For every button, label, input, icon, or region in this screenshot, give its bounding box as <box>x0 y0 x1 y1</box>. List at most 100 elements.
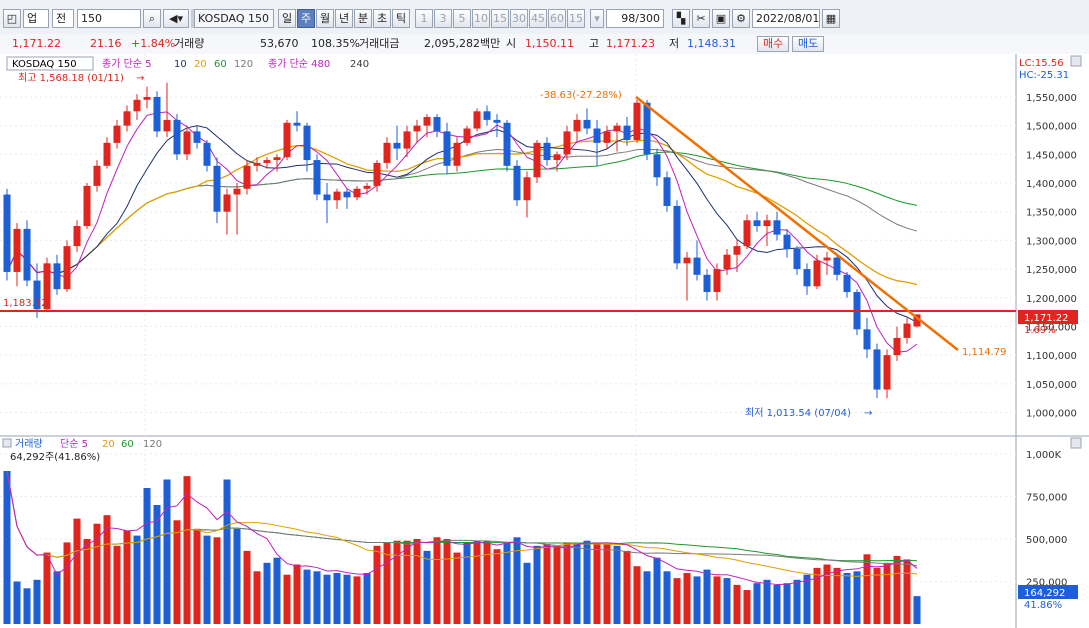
calendar-icon[interactable]: ▦ <box>822 9 840 28</box>
interval-button-2[interactable]: 5 <box>453 9 471 28</box>
candle-body <box>553 154 561 161</box>
tab-1[interactable]: 주 <box>297 9 315 28</box>
tab-0[interactable]: 일 <box>278 9 296 28</box>
volume-bar <box>863 554 871 624</box>
trend-line[interactable] <box>635 96 959 351</box>
candle-body <box>143 96 151 100</box>
sell-button[interactable]: 매도 <box>792 36 825 52</box>
market-select[interactable]: 업 <box>23 9 49 28</box>
price-axis-label: 1,550,000 <box>1026 93 1077 104</box>
volume-axis-label: 250,000 <box>1026 578 1067 589</box>
interval-button-7[interactable]: 60 <box>548 9 566 28</box>
cut-icon[interactable]: ✂ <box>692 9 710 28</box>
save-icon[interactable]: ▣ <box>712 9 730 28</box>
interval-button-6[interactable]: 45 <box>529 9 547 28</box>
candle-body <box>63 246 71 290</box>
volume-bar <box>233 528 241 624</box>
candle-body <box>433 117 441 132</box>
current-price: 1,171.22 <box>12 37 61 50</box>
data-count[interactable]: 98/300 <box>606 9 664 28</box>
candle-body <box>733 246 741 255</box>
candle-body <box>713 269 721 293</box>
volume-bar <box>473 540 481 624</box>
high-arrow-icon: → <box>136 73 144 84</box>
volume-bar <box>353 576 361 624</box>
date-input[interactable]: 2022/08/01 <box>752 9 820 28</box>
volume-bar <box>543 544 551 624</box>
candle-body <box>493 119 501 123</box>
volume-bar <box>73 518 81 624</box>
chart-area[interactable]: 1,550,000 1,500,000 1,450,000 1,400,000 1,35… <box>0 54 1089 628</box>
tab-6[interactable]: 틱 <box>392 9 410 28</box>
chart-tools-icon[interactable]: ▚ <box>672 9 690 28</box>
candle-body <box>463 128 471 143</box>
hc-readout: HC:-25.31 <box>1019 70 1069 81</box>
candle-body <box>93 165 101 186</box>
interval-button-5[interactable]: 30 <box>510 9 528 28</box>
volume-bar <box>93 523 101 624</box>
volume-bar <box>383 542 391 624</box>
candle-body <box>583 119 591 129</box>
volume-bar <box>363 573 371 624</box>
volume-bar <box>713 576 721 624</box>
buy-button[interactable]: 매수 <box>757 36 790 52</box>
tab-3[interactable]: 년 <box>335 9 353 28</box>
maximize-price-icon[interactable] <box>1070 55 1082 67</box>
candle-body <box>333 191 341 201</box>
volume-bar <box>623 550 631 624</box>
chart-toggle-icon[interactable]: ◰ <box>3 9 21 28</box>
volume-bar <box>3 471 11 624</box>
candle-body <box>3 194 11 272</box>
maximize-volume-icon[interactable] <box>1070 437 1082 449</box>
candle-body <box>503 122 511 166</box>
pct-tag: 1.69% <box>1024 325 1056 336</box>
candle-body <box>703 274 711 293</box>
candle-body <box>683 257 691 264</box>
open-value: 1,150.11 <box>525 37 574 50</box>
low-label: 저 <box>669 37 680 50</box>
volume-bar <box>333 573 341 624</box>
volume-bar <box>33 579 41 624</box>
tab-5[interactable]: 초 <box>373 9 391 28</box>
high-value: 1,171.23 <box>606 37 655 50</box>
volume-bar <box>253 571 261 624</box>
candle-body <box>533 142 541 178</box>
lc-readout: LC:15.56 <box>1019 58 1064 69</box>
candle-body <box>633 102 641 140</box>
candle-body <box>443 131 451 166</box>
candle-body <box>413 125 421 132</box>
count-dropdown[interactable]: ▾ <box>590 9 604 28</box>
interval-button-3[interactable]: 10 <box>472 9 490 28</box>
ma10-line <box>6 125 918 323</box>
candle-body <box>73 226 81 247</box>
low-arrow-icon: → <box>864 408 872 419</box>
interval-button-0[interactable]: 1 <box>415 9 433 28</box>
interval-button-4[interactable]: 15 <box>491 9 509 28</box>
interval-button-8[interactable]: 15 <box>567 9 585 28</box>
volume-bar <box>783 583 791 624</box>
tab-2[interactable]: 월 <box>316 9 334 28</box>
gear-icon[interactable]: ⚙ <box>732 9 750 28</box>
volume-bar <box>373 545 381 624</box>
tab-4[interactable]: 분 <box>354 9 372 28</box>
volume-bar <box>733 584 741 624</box>
legend-ma120: 120 <box>234 59 253 70</box>
candle-body <box>193 131 201 143</box>
candle-body <box>293 122 301 126</box>
price-axis-label: 1,000,000 <box>1026 409 1077 420</box>
code-input[interactable]: 150 <box>77 9 141 28</box>
speaker-icon[interactable]: ◀▾ <box>163 9 189 28</box>
volume-axis-label: 1,000K <box>1026 450 1062 461</box>
search-icon[interactable]: ⌕ <box>143 9 161 28</box>
volume-bar <box>413 539 421 624</box>
volume-bar <box>533 545 541 624</box>
volume-bar <box>703 569 711 624</box>
candle-body <box>673 205 681 264</box>
price-tag: 1,171.22 <box>1024 313 1069 324</box>
interval-button-1[interactable]: 3 <box>434 9 452 28</box>
candle-body <box>483 111 491 120</box>
volume-bar <box>893 556 901 624</box>
period-mode-select[interactable]: 전 <box>52 9 74 28</box>
volume-bar <box>283 574 291 624</box>
candle-body <box>43 263 51 310</box>
